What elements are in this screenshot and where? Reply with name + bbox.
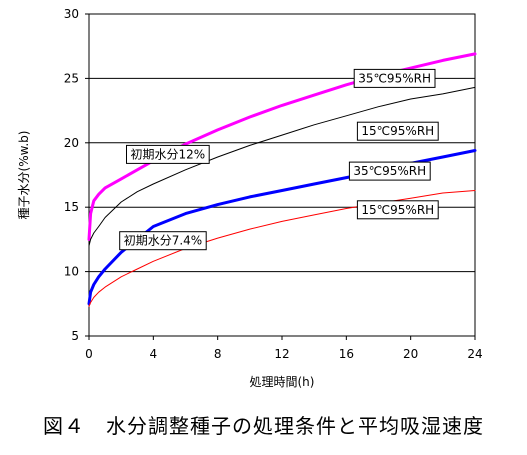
annotation-label: 初期水分7.4% (124, 234, 203, 248)
x-tick-label: 24 (467, 347, 482, 361)
y-tick-label: 10 (64, 265, 79, 279)
x-tick-label: 4 (150, 347, 158, 361)
x-tick-label: 12 (274, 347, 289, 361)
x-tick-label: 0 (85, 347, 93, 361)
annotation-label: 35℃95%RH (353, 164, 426, 178)
annotation-1: 15℃95%RH (356, 121, 439, 141)
annotation-2: 35℃95%RH (348, 161, 431, 181)
y-tick-label: 25 (64, 71, 79, 85)
annotation-label: 15℃95%RH (361, 203, 434, 217)
annotation-label: 15℃95%RH (361, 124, 434, 138)
annotation-0: 35℃95%RH (353, 68, 436, 88)
x-axis-title: 処理時間(h) (250, 375, 315, 389)
annotation-label: 初期水分12% (130, 147, 205, 161)
annotation-box (348, 161, 431, 181)
y-tick-label: 30 (64, 7, 79, 21)
figure-caption: 図４ 水分調整種子の処理条件と平均吸湿速度 (43, 414, 484, 438)
annotation-box (126, 144, 210, 164)
annotation-box (119, 231, 207, 251)
annotations: 35℃95%RH 15℃95%RH 35℃95%RH 15℃95%RH 初期水分12% 初… (119, 68, 439, 251)
annotation-box (353, 68, 436, 88)
annotation-5: 初期水分7.4% (119, 231, 207, 251)
y-tick-label: 5 (71, 329, 79, 343)
x-tick-label: 20 (403, 347, 418, 361)
annotation-label: 35℃95%RH (358, 71, 431, 85)
x-tick-label: 16 (339, 347, 354, 361)
axis-ticks: 5 10 15 20 25 30 0 4 8 12 16 20 24 (64, 7, 483, 361)
y-tick-label: 15 (64, 200, 79, 214)
annotation-box (356, 200, 439, 220)
annotation-3: 15℃95%RH (356, 200, 439, 220)
y-axis-title: 種子水分(%w.b) (17, 131, 31, 220)
annotation-4: 初期水分12% (126, 144, 210, 164)
annotation-box (356, 121, 439, 141)
x-tick-label: 8 (214, 347, 222, 361)
y-tick-label: 20 (64, 136, 79, 150)
